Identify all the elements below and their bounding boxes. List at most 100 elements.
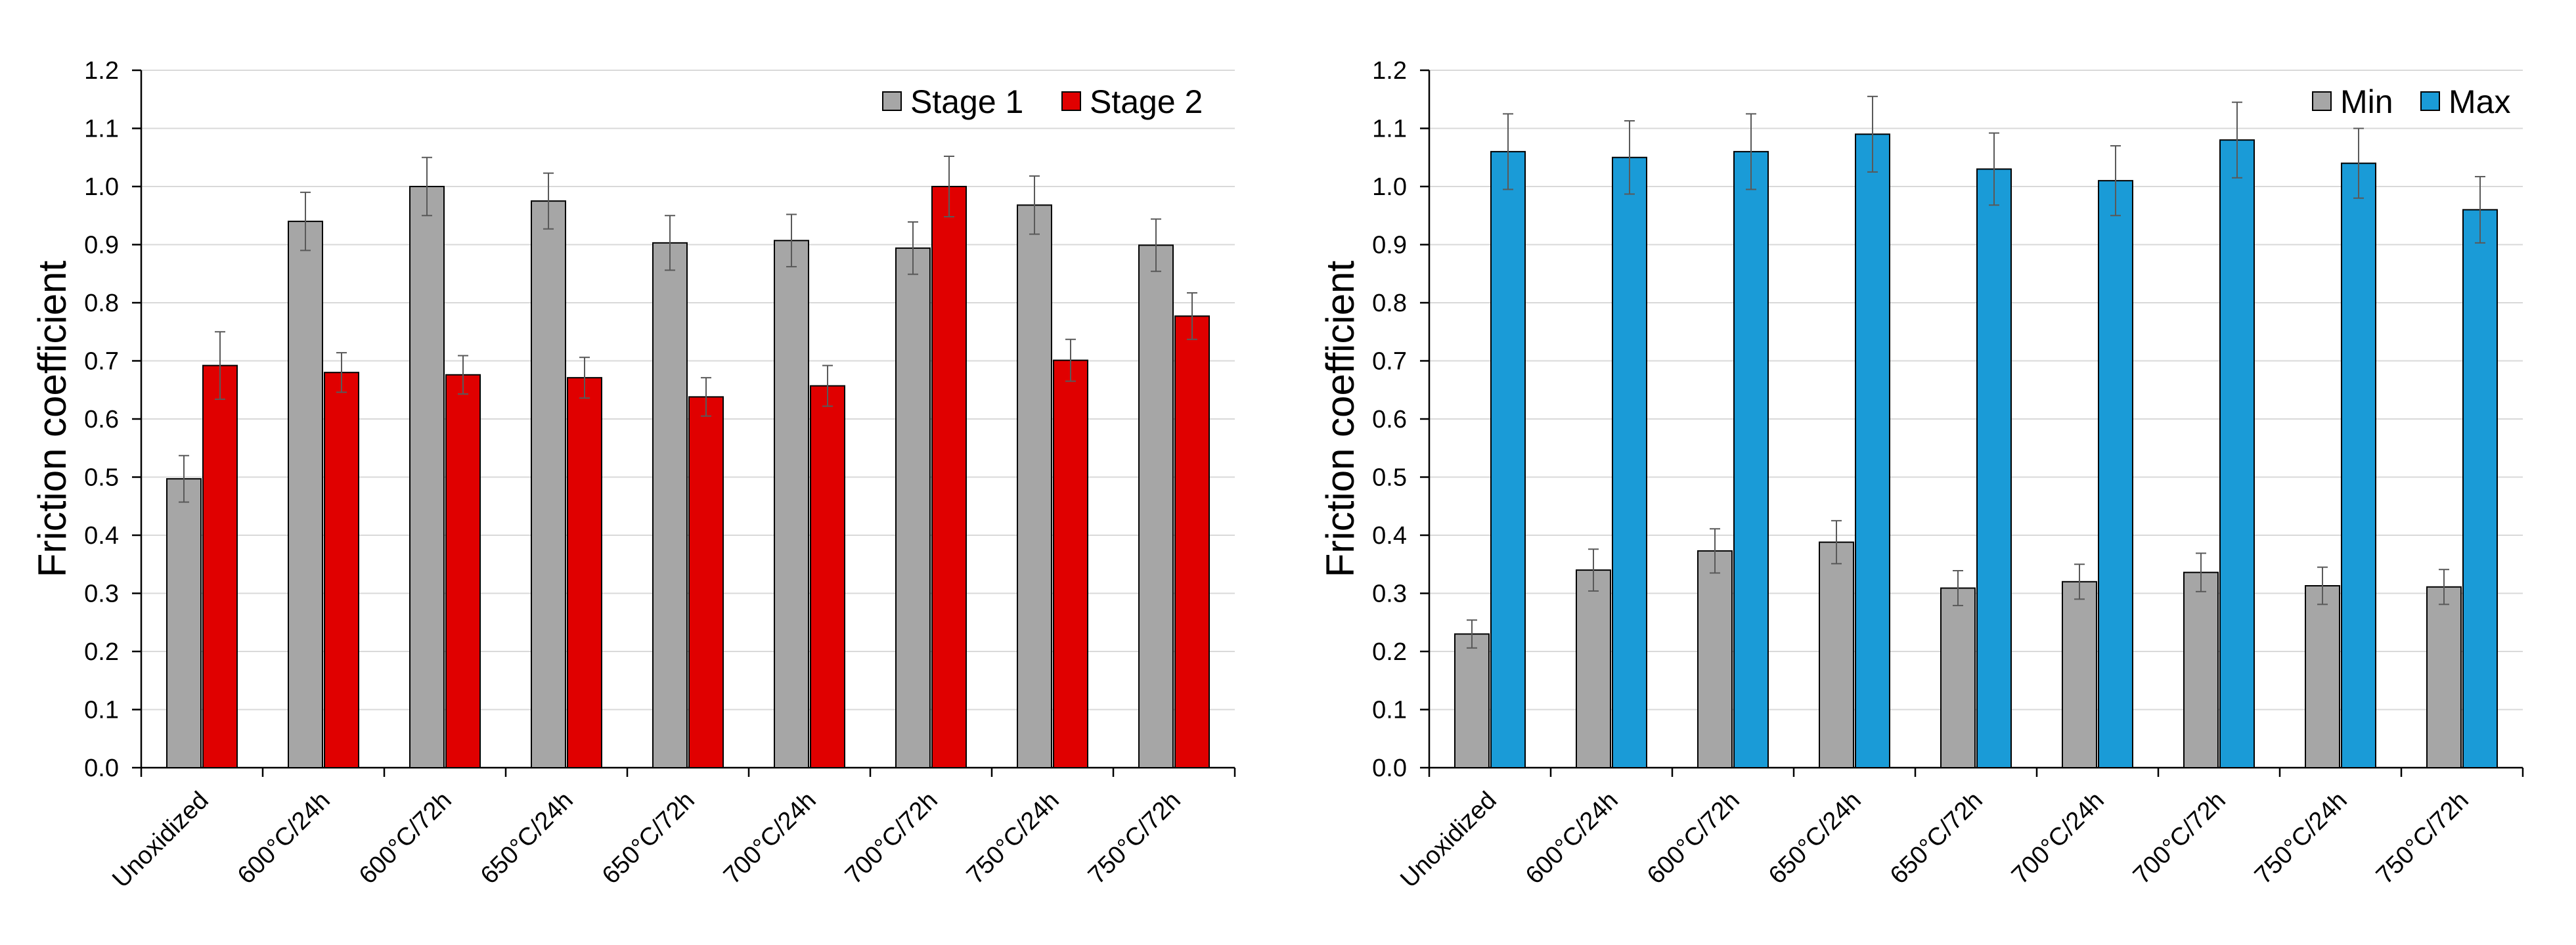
legend-swatch — [2312, 91, 2332, 111]
legend-swatch — [2420, 91, 2440, 111]
legend-label: Max — [2449, 83, 2510, 120]
y-tick-label: 0.0 — [84, 755, 119, 782]
error-bar — [665, 215, 675, 271]
y-tick-label: 0.2 — [1372, 638, 1407, 666]
bar-stage-2 — [202, 364, 238, 768]
y-tick-label: 0.8 — [1372, 290, 1407, 317]
error-bar — [458, 355, 468, 395]
y-tick-label: 0.0 — [1372, 755, 1407, 782]
bar-stage-2 — [567, 377, 602, 768]
bar-stage-2 — [810, 385, 845, 768]
y-tick-label: 0.1 — [84, 697, 119, 724]
error-bar — [1953, 569, 1963, 607]
bar-min — [2426, 586, 2462, 768]
x-category-label: 700°C/72h — [840, 787, 943, 890]
legend-label: Stage 2 — [1090, 83, 1203, 120]
bar-stage-2 — [324, 372, 359, 768]
legend: Stage 1 Stage 2 — [882, 83, 1203, 120]
bar-max — [2341, 162, 2376, 769]
bar-min — [2062, 581, 2097, 768]
bar-stage-1 — [531, 200, 566, 768]
error-bar — [543, 172, 554, 230]
y-tick-label: 1.2 — [1372, 57, 1407, 85]
bar-max — [1976, 168, 2012, 768]
y-tick-label: 0.4 — [1372, 522, 1407, 550]
y-tick-label: 0.4 — [84, 522, 119, 550]
y-tick-label: 0.8 — [84, 290, 119, 317]
error-bar — [2439, 569, 2449, 605]
error-bar — [701, 377, 711, 417]
legend-label: Stage 1 — [910, 83, 1023, 120]
legend-label: Min — [2340, 83, 2393, 120]
x-category-label: 600°C/24h — [1521, 787, 1624, 890]
error-bar — [1467, 619, 1477, 649]
bar-stage-1 — [1138, 244, 1174, 768]
error-bar — [1029, 175, 1040, 235]
y-tick-label: 0.6 — [84, 406, 119, 433]
y-tick-label: 0.5 — [84, 464, 119, 492]
error-bar — [1989, 132, 1999, 206]
x-category-label: 750°C/72h — [2371, 787, 2474, 890]
chart-right: 0.0 0.1 0.2 0.3 0.4 0.5 0.6 0.7 0.8 0.9 1.0 1.1 1.2 U… — [1318, 57, 2524, 894]
bar-stage-1 — [1017, 204, 1052, 768]
bar-max — [2098, 180, 2133, 768]
error-bar — [2110, 145, 2121, 217]
error-bar — [336, 352, 347, 393]
x-category-label: Unoxidized — [1395, 787, 1502, 894]
y-tick-label: 0.1 — [1372, 697, 1407, 724]
error-bar — [908, 221, 918, 275]
y-tick-label: 0.9 — [84, 232, 119, 259]
y-axis-title: Friction coefficient — [1318, 260, 1362, 577]
error-bar — [2196, 552, 2206, 592]
error-bar — [944, 155, 954, 218]
bar-stage-1 — [166, 478, 202, 769]
bar-stage-1 — [409, 186, 445, 768]
bar-max — [2462, 209, 2498, 768]
x-category-label: 750°C/24h — [962, 787, 1065, 890]
error-bar — [1746, 113, 1756, 190]
x-category-label: 650°C/24h — [1764, 787, 1867, 890]
error-bar — [579, 357, 590, 399]
bar-stage-1 — [774, 240, 809, 768]
bar-max — [2219, 139, 2255, 768]
error-bar — [2353, 127, 2364, 199]
y-tick-label: 1.1 — [1372, 116, 1407, 143]
y-tick-label: 0.5 — [1372, 464, 1407, 492]
bar-stage-1 — [288, 221, 323, 769]
bar-min — [1454, 633, 1490, 769]
bar-stage-2 — [931, 186, 967, 768]
error-bar — [2317, 566, 2328, 605]
x-category-label: 700°C/24h — [2007, 787, 2110, 890]
bar-min — [1819, 541, 1854, 768]
bar-min — [1940, 587, 1976, 768]
error-bar — [422, 156, 432, 217]
bar-stage-1 — [652, 242, 688, 769]
error-bar — [1624, 120, 1635, 195]
error-bar — [2232, 101, 2242, 179]
error-bar — [179, 454, 189, 503]
x-category-label: 600°C/72h — [354, 787, 457, 890]
bar-max — [1855, 133, 1890, 769]
y-tick-label: 1.0 — [1372, 173, 1407, 201]
bar-min — [2183, 571, 2219, 768]
bar-stage-2 — [688, 396, 724, 768]
error-bar — [1588, 548, 1599, 592]
error-bar — [1867, 95, 1878, 173]
x-category-label: Unoxidized — [107, 787, 214, 894]
bar-stage-1 — [895, 247, 931, 768]
bar-min — [1697, 550, 1733, 769]
x-category-label: 700°C/72h — [2128, 787, 2231, 890]
y-tick-label: 0.7 — [1372, 348, 1407, 376]
x-category-label: 700°C/24h — [719, 787, 822, 890]
y-tick-label: 0.2 — [84, 638, 119, 666]
bar-stage-2 — [1174, 315, 1210, 769]
chart-left: 0.0 0.1 0.2 0.3 0.4 0.5 0.6 0.7 0.8 0.9 1.0 1.1 1.2 U… — [30, 57, 1236, 894]
error-bar — [786, 213, 797, 268]
error-bar — [1710, 528, 1720, 574]
y-tick-label: 0.7 — [84, 348, 119, 376]
legend-swatch — [882, 91, 902, 111]
x-category-label: 600°C/24h — [233, 787, 336, 890]
x-category-label: 650°C/24h — [476, 787, 579, 890]
bar-stage-2 — [1053, 359, 1088, 768]
